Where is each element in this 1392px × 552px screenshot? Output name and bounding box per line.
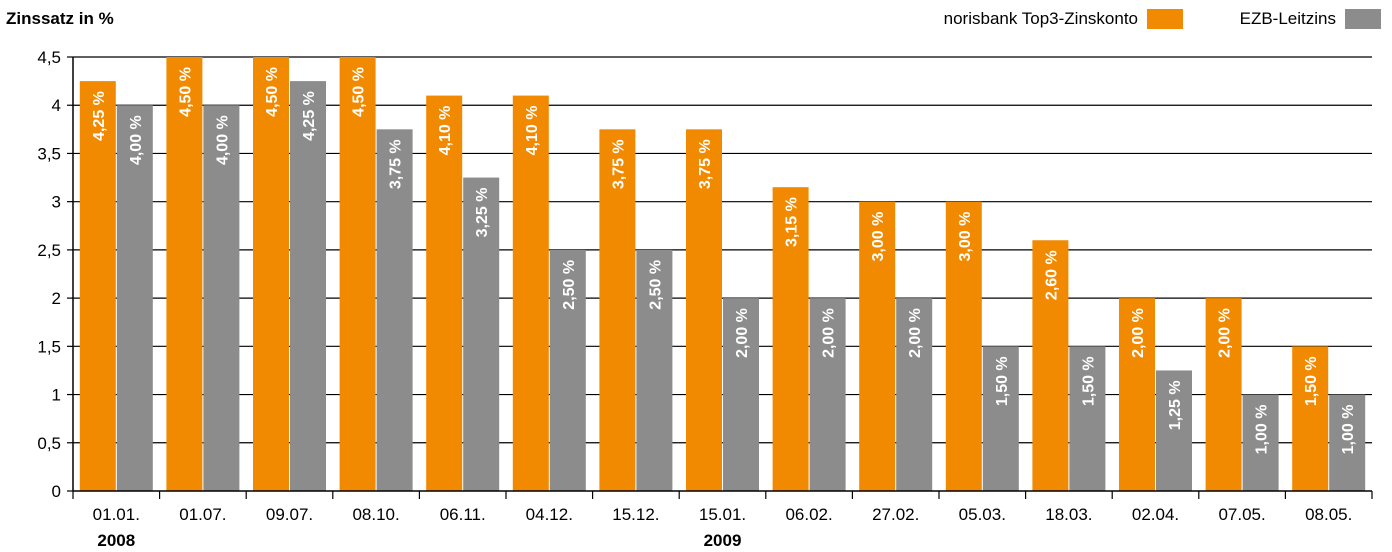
x-tick-label: 04.12. [526,505,573,524]
bar-ezb [1156,370,1192,491]
x-tick-label: 01.01. [93,505,140,524]
bar-ezb [1069,346,1106,491]
bar-norisbank [1032,240,1069,491]
x-tick-label: 07.05. [1218,505,1265,524]
x-tick-label: 15.01. [699,505,746,524]
y-tick-label: 3,5 [37,144,61,163]
bars: 4,25 % 4,00 % 4,50 % 4,00 % 4,50 % 4,25 % 4,50… [79,57,1366,492]
bar-ezb [723,298,759,491]
y-tick-label: 3 [52,193,61,212]
x-tick-label: 06.02. [785,505,832,524]
bar-ezb [549,249,586,491]
x-tick-label: 27.02. [872,505,919,524]
data-label: 4,50 % [177,67,194,117]
data-label: 3,25 % [474,188,491,238]
data-label: 2,50 % [561,260,578,310]
bar-norisbank [1292,346,1329,491]
bar-norisbank [512,95,549,492]
data-label: 2,00 % [907,308,924,358]
bar-ezb [376,129,413,492]
x-tick-label: 08.05. [1305,505,1352,524]
bar-norisbank [166,57,203,491]
data-label: 4,10 % [437,106,454,156]
data-label: 2,00 % [821,308,838,358]
bar-ezb [1242,394,1279,491]
data-label: 2,00 % [1217,308,1234,358]
bar-ezb [463,177,500,492]
legend-label-ezb: EZB-Leitzins [1240,9,1336,28]
y-tick-label: 1 [52,386,61,405]
y-tick-label: 2 [52,289,61,308]
bar-ezb [1329,394,1366,491]
data-label: 2,50 % [647,260,664,310]
data-label: 4,25 % [301,91,318,141]
data-label: 1,00 % [1340,405,1357,455]
data-label: 1,50 % [994,356,1011,406]
bar-ezb [809,298,846,491]
y-tick-label: 2,5 [37,241,61,260]
bar-ezb [290,81,326,491]
gridlines [73,56,1372,444]
x-tick-label: 05.03. [959,505,1006,524]
bar-ezb [896,298,933,491]
legend-swatch-ezb [1345,9,1381,29]
bar-norisbank [339,57,376,491]
data-label: 1,50 % [1080,356,1097,406]
bar-norisbank [599,129,636,492]
y-axis-label: Zinssatz in % [6,9,114,28]
data-label: 3,15 % [784,197,801,247]
x-tick-label: 01.07. [179,505,226,524]
bar-ezb [203,105,240,491]
x-tick-label: 15.12. [612,505,659,524]
data-label: 4,00 % [214,115,231,165]
y-tick-label: 0 [52,482,61,501]
data-label: 2,00 % [734,308,751,358]
data-label: 3,00 % [957,212,974,262]
bar-norisbank [686,129,722,492]
year-label: 2008 [97,531,135,550]
legend: norisbank Top3-Zinskonto EZB-Leitzins [944,9,1381,29]
x-tick-label: 18.03. [1045,505,1092,524]
y-tick-label: 4 [52,96,61,115]
data-label: 3,75 % [697,139,714,189]
bar-norisbank [426,95,463,492]
data-label: 1,25 % [1167,380,1184,430]
bar-norisbank [79,81,116,491]
axes: 0 0,5 1 1,5 2 2,5 3 3,5 4 4,5 01.01. 01.07. 09.07. 08… [37,48,1373,550]
data-label: 3,75 % [388,139,405,189]
data-label: 2,00 % [1130,308,1147,358]
y-tick-label: 0,5 [37,434,61,453]
data-label: 4,50 % [264,67,281,117]
y-tick-label: 4,5 [37,48,61,67]
data-label: 1,00 % [1254,405,1271,455]
bar-norisbank [945,201,982,491]
data-label: 3,75 % [610,139,627,189]
legend-swatch-norisbank [1147,9,1183,29]
data-label: 2,60 % [1043,250,1060,300]
data-label: 4,25 % [91,91,108,141]
legend-label-norisbank: norisbank Top3-Zinskonto [944,9,1138,28]
x-tick-label: 09.07. [266,505,313,524]
x-tick-label: 06.11. [440,505,486,524]
data-label: 4,50 % [351,67,368,117]
data-label: 4,00 % [128,115,145,165]
x-tick-label: 02.04. [1132,505,1179,524]
bar-ezb [636,249,673,491]
data-label: 1,50 % [1303,356,1320,406]
data-label: 3,00 % [870,212,887,262]
data-label: 4,10 % [524,106,541,156]
year-label: 2009 [704,531,742,550]
bar-norisbank [1205,298,1242,491]
y-tick-label: 1,5 [37,337,61,356]
bar-ezb [982,346,1019,491]
bar-norisbank [859,201,896,491]
bar-norisbank [253,57,289,491]
bar-ezb [116,105,153,491]
x-tick-label: 08.10. [352,505,399,524]
bar-norisbank [1119,298,1155,491]
bar-norisbank [772,187,809,491]
